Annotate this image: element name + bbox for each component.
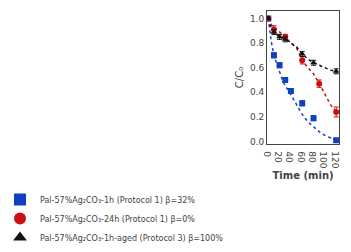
svg-text:Time (min): Time (min) bbox=[273, 170, 334, 181]
svg-text:0.8: 0.8 bbox=[250, 38, 265, 48]
svg-text:80: 80 bbox=[307, 151, 317, 163]
svg-text:0.0: 0.0 bbox=[250, 137, 265, 147]
svg-text:Pal-57%Ag₂CO₃-1h (Protocol 1): Pal-57%Ag₂CO₃-1h (Protocol 1) β=32% bbox=[40, 196, 195, 205]
svg-text:Pal-57%Ag₂CO₃-1h-aged (Protoco: Pal-57%Ag₂CO₃-1h-aged (Protocol 3) β=100… bbox=[40, 234, 223, 243]
svg-text:40: 40 bbox=[284, 151, 294, 163]
svg-text:1.0: 1.0 bbox=[250, 14, 265, 24]
svg-text:0.2: 0.2 bbox=[250, 112, 264, 122]
svg-text:C/C₀: C/C₀ bbox=[234, 67, 245, 88]
svg-text:0.4: 0.4 bbox=[250, 87, 265, 97]
svg-text:60: 60 bbox=[296, 151, 306, 163]
svg-text:100: 100 bbox=[318, 151, 328, 168]
svg-text:0.6: 0.6 bbox=[250, 63, 265, 73]
svg-text:0: 0 bbox=[262, 151, 272, 157]
svg-text:Pal-57%Ag₂CO₃-24h (Protocol 1): Pal-57%Ag₂CO₃-24h (Protocol 1) β=0% bbox=[40, 215, 195, 224]
svg-text:20: 20 bbox=[273, 151, 283, 163]
svg-text:120: 120 bbox=[330, 151, 340, 168]
